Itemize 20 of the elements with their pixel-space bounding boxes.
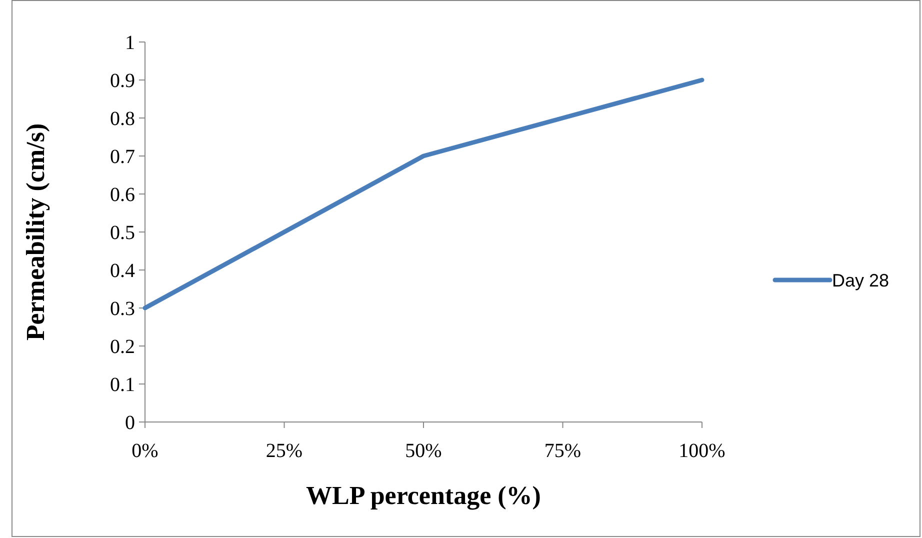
x-tick-label: 0% <box>132 440 158 462</box>
y-tick-label: 0.8 <box>110 108 135 130</box>
y-tick-label: 0.6 <box>110 184 135 206</box>
x-tick-label: 100% <box>678 440 726 462</box>
y-tick-label: 1 <box>125 32 135 54</box>
x-axis-title: WLP percentage (%) <box>306 481 541 510</box>
y-axis-title: Permeability (cm/s) <box>21 123 50 341</box>
y-tick-label: 0.7 <box>110 146 135 168</box>
y-tick-label: 0.5 <box>110 222 135 244</box>
x-tick-label: 75% <box>544 440 582 462</box>
legend-label: Day 28 <box>832 270 890 290</box>
y-tick-label: 0.4 <box>110 260 135 282</box>
y-tick-label: 0 <box>125 412 135 434</box>
y-tick-label: 0.3 <box>110 298 135 320</box>
y-tick-label: 0.1 <box>110 374 135 396</box>
y-tick-label: 0.9 <box>110 70 135 92</box>
x-tick-label: 25% <box>266 440 303 462</box>
line-series <box>142 78 704 310</box>
x-tick-label: 50% <box>405 440 442 462</box>
y-tick-label: 0.2 <box>110 336 135 358</box>
